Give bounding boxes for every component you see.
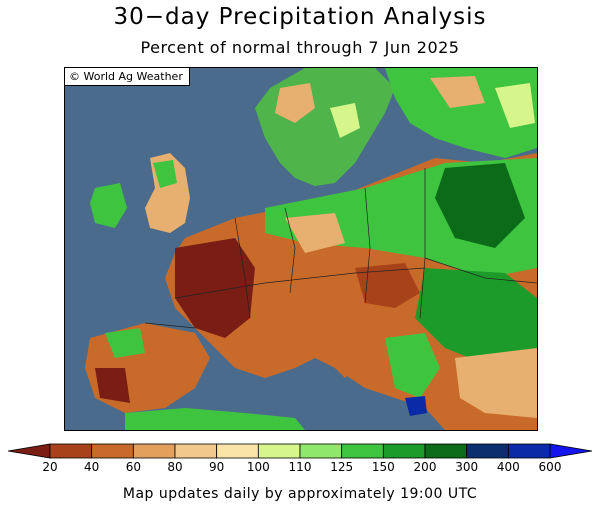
legend-swatch: [91, 443, 134, 459]
legend-swatch: [299, 443, 343, 459]
legend-tick-label: 80: [167, 460, 183, 474]
copyright-credit: © World Ag Weather: [65, 68, 190, 86]
legend-tick-label: 200: [413, 460, 437, 474]
finland-dry-patch: [430, 76, 485, 108]
greece-extreme-wet-patch: [405, 396, 427, 416]
legend-swatch: [382, 443, 426, 459]
colorbar: [7, 443, 593, 459]
legend-tick-label: 600: [538, 460, 562, 474]
legend-tick-label: 110: [288, 460, 312, 474]
country-borders: [144, 168, 537, 329]
iberia-north-wet-patch: [105, 328, 145, 358]
north-africa-land: [125, 408, 305, 430]
legend-tick-label: 125: [330, 460, 354, 474]
legend-swatch: [174, 443, 218, 459]
legend-tick-label: 40: [84, 460, 100, 474]
legend-swatch: [49, 443, 93, 459]
legend-swatch: [424, 443, 468, 459]
scotland-wet-patch: [153, 160, 177, 188]
legend-swatch: [216, 443, 259, 459]
legend-swatch: [466, 443, 509, 459]
portugal-dry-patch: [95, 368, 130, 403]
legend-tick-label: 90: [209, 460, 225, 474]
legend-arrow-low: [7, 443, 51, 459]
precipitation-map: © World Ag Weather: [64, 67, 538, 431]
legend-tick-label: 300: [455, 460, 479, 474]
italy-land: [285, 293, 355, 378]
map-subtitle: Percent of normal through 7 Jun 2025: [140, 38, 460, 57]
legend-tick-label: 100: [246, 460, 270, 474]
hungary-dry-zone: [355, 263, 420, 308]
legend-swatch: [507, 443, 551, 459]
legend-tick-label: 150: [371, 460, 395, 474]
balkans-wet-patch: [385, 333, 440, 398]
legend-tick-label: 20: [42, 460, 58, 474]
legend-arrow-high: [549, 443, 593, 459]
turkey-land: [455, 348, 537, 418]
eastern-europe-wet-zone: [415, 268, 537, 368]
map-title: 30−day Precipitation Analysis: [113, 4, 487, 30]
germany-dry-patch: [285, 213, 345, 253]
color-legend: 20 40 60 80 90 100 110 125 150 200 300 400 600: [0, 440, 600, 480]
ireland-land: [90, 183, 127, 228]
legend-tick-label: 60: [125, 460, 141, 474]
finland-east-patch: [495, 83, 535, 128]
france-very-dry-zone: [175, 238, 255, 338]
map-canvas: [65, 68, 537, 430]
footer-note: Map updates daily by approximately 19:00…: [122, 486, 478, 502]
legend-swatch: [132, 443, 176, 459]
legend-swatch: [341, 443, 384, 459]
norway-dry-patch: [275, 83, 315, 123]
belarus-very-wet-zone: [435, 163, 525, 248]
legend-swatch: [257, 443, 301, 459]
legend-tick-label: 400: [496, 460, 520, 474]
sweden-patch: [330, 103, 360, 138]
